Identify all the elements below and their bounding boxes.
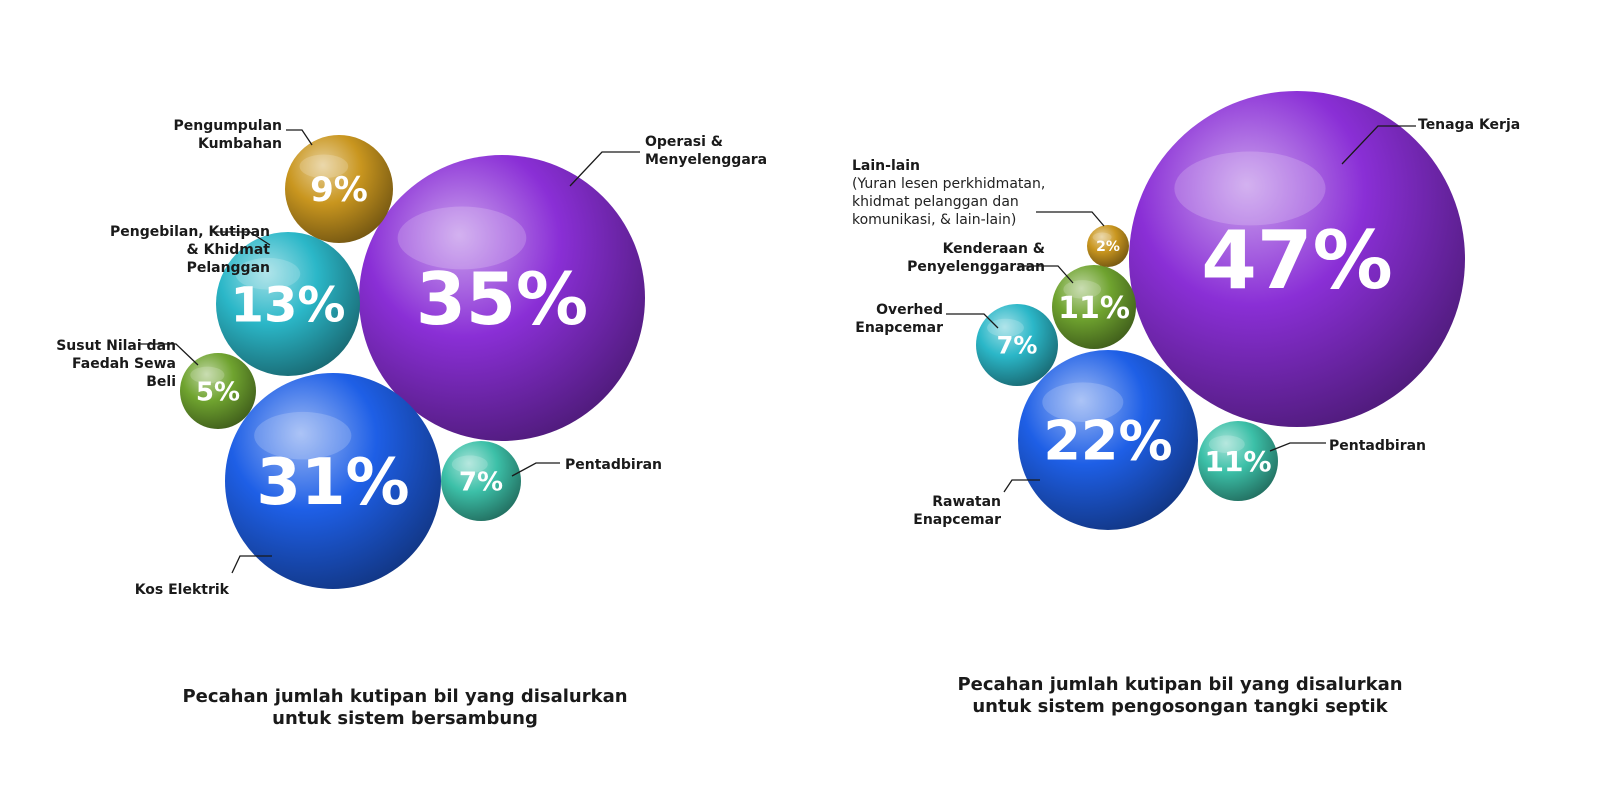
bubble-highlight [397, 206, 527, 270]
caption-connected-system: Pecahan jumlah kutipan bil yang disalurk… [55, 686, 755, 730]
category-label: Beli [146, 374, 176, 390]
bubble-highlight [1063, 280, 1102, 299]
caption-septic-system: Pecahan jumlah kutipan bil yang disalurk… [830, 674, 1530, 718]
chart-septic-system: 47% Tenaga Kerja 22% Rawatan Enapcemar 11% Ken… [852, 91, 1520, 530]
caption-line: untuk sistem bersambung [272, 708, 538, 729]
category-sublabel: komunikasi, & lain-lain) [852, 212, 1016, 228]
category-label: Kos Elektrik [135, 582, 230, 598]
bubble [441, 441, 521, 521]
data-label: 11% [1058, 291, 1130, 326]
category-label: Enapcemar [913, 512, 1001, 528]
category-sublabel: (Yuran lesen perkhidmatan, [852, 176, 1045, 192]
bubble-highlight [1092, 232, 1112, 242]
bubble-highlight [190, 366, 225, 384]
category-label: Enapcemar [855, 320, 943, 336]
leader-line [212, 231, 271, 246]
caption-line: untuk sistem pengosongan tangki septik [972, 696, 1388, 717]
category-label: Pengumpulan [174, 118, 283, 134]
leader-line [138, 343, 199, 366]
data-label: 22% [1043, 409, 1172, 472]
data-label: 31% [256, 446, 409, 520]
category-label: Pentadbiran [1329, 438, 1426, 454]
bubble-highlight [1174, 151, 1326, 226]
leader-line [1003, 479, 1040, 493]
chart-connected-system: 35% Operasi & Menyelenggara 31% Kos Elektrik… [56, 118, 767, 598]
leader-line [1341, 125, 1416, 165]
bubble-highlight [451, 455, 488, 474]
caption-line: Pecahan jumlah kutipan bil yang disalurk… [957, 674, 1403, 695]
leader-line [569, 151, 640, 187]
bubble [1018, 350, 1198, 530]
category-label: Faedah Sewa [72, 356, 176, 372]
category-label: Operasi & [645, 134, 723, 150]
category-label: Pengebilan, Kutipan [110, 224, 270, 240]
bubble [216, 232, 360, 376]
bubble [285, 135, 393, 243]
data-label: 7% [459, 467, 503, 497]
category-label: Kumbahan [198, 136, 282, 152]
bubble [225, 373, 441, 589]
data-label: 9% [310, 170, 368, 210]
leader-line [1036, 211, 1105, 227]
category-label: Menyelenggara [645, 152, 767, 168]
caption-line: Pecahan jumlah kutipan bil yang disalurk… [182, 686, 628, 707]
category-label: Lain-lain [852, 158, 920, 174]
category-label: Tenaga Kerja [1418, 117, 1520, 133]
data-label: 5% [196, 377, 240, 407]
category-label: Rawatan [932, 494, 1001, 510]
leader-line [1269, 442, 1326, 452]
data-label: 2% [1096, 239, 1120, 255]
bubble [1129, 91, 1465, 427]
data-label: 13% [231, 277, 346, 333]
category-label: & Khidmat [187, 242, 271, 258]
bubble [180, 353, 256, 429]
bubble [359, 155, 645, 441]
category-label: Pelanggan [187, 260, 270, 276]
category-label: Kenderaan & [943, 241, 1045, 257]
leader-line [1018, 265, 1074, 284]
category-label: Penyelenggaraan [907, 259, 1045, 275]
category-label: Susut Nilai dan [56, 338, 176, 354]
bubble [976, 304, 1058, 386]
data-label: 11% [1204, 445, 1271, 478]
category-label: Overhed [876, 302, 943, 318]
bubble [1198, 421, 1278, 501]
data-label: 35% [416, 257, 588, 341]
bubble-highlight [1208, 435, 1245, 454]
leader-line [231, 555, 272, 574]
data-label: 47% [1201, 214, 1392, 307]
category-sublabel: khidmat pelanggan dan [852, 194, 1019, 210]
category-label: Pentadbiran [565, 457, 662, 473]
leader-line [286, 129, 313, 146]
data-label: 7% [997, 332, 1038, 360]
bubble-highlight [987, 318, 1024, 337]
leader-line [946, 313, 999, 329]
leader-line [511, 462, 560, 477]
bubble-highlight [299, 154, 349, 179]
bubble [1087, 225, 1129, 267]
bubble [1052, 265, 1136, 349]
bubble-highlight [1042, 382, 1124, 423]
bubble-highlight [254, 411, 352, 460]
bubble-highlight [235, 257, 301, 290]
